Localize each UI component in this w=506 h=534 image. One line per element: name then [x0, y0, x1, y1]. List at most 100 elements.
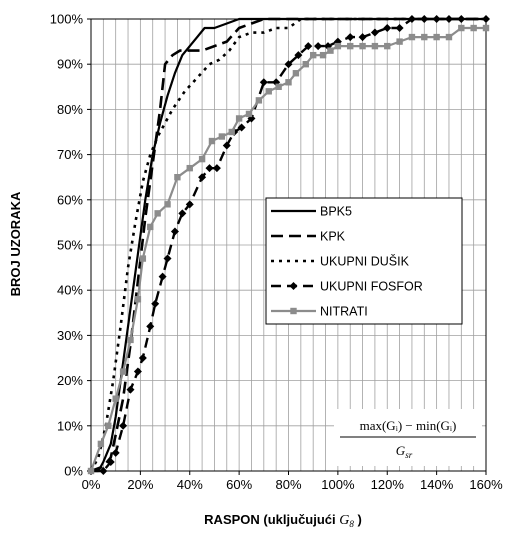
data-point [205, 164, 214, 173]
data-point [186, 164, 193, 172]
data-point [127, 336, 134, 344]
data-point [208, 137, 216, 145]
x-axis-ticks: 0% 20% 40% 60% 80% 100% 120% 140% 160% [82, 471, 503, 492]
data-point [164, 201, 171, 208]
data-point [470, 24, 477, 32]
data-point [420, 15, 429, 23]
data-point [112, 395, 119, 402]
data-point [265, 88, 272, 95]
data-point [371, 42, 379, 50]
y-axis-ticks: 0% 10% 20% 30% 40% 50% 60% 70% 80% 90% 100% [50, 12, 91, 479]
data-point [170, 227, 179, 236]
data-point [445, 33, 453, 41]
data-point [408, 33, 416, 41]
y-tick-label: 20% [57, 373, 83, 388]
data-point [119, 421, 128, 430]
data-point [334, 42, 342, 50]
data-point [309, 51, 317, 59]
data-point [87, 467, 95, 475]
data-point [259, 78, 268, 87]
x-tick-label: 60% [226, 477, 252, 492]
y-tick-label: 10% [57, 418, 83, 433]
data-point [458, 24, 465, 32]
data-point [482, 24, 490, 32]
data-point [285, 79, 292, 86]
data-point [292, 70, 300, 77]
data-point [126, 385, 135, 394]
series-ukupni-fosfor [87, 15, 490, 475]
x-tick-label: 40% [177, 477, 203, 492]
data-point [163, 254, 172, 263]
data-point [97, 440, 105, 448]
data-point [154, 210, 161, 217]
data-point [346, 33, 355, 42]
data-point [294, 51, 303, 60]
data-point [146, 322, 155, 331]
legend-item: UKUPNI DUŠIK [271, 254, 410, 269]
y-tick-label: 100% [50, 12, 84, 27]
legend-marker [290, 307, 297, 315]
legend: BPK5 KPK UKUPNI DUŠIK UKUPNI FOSFOR NITRATI [265, 197, 463, 325]
data-point [370, 28, 379, 37]
data-point [383, 24, 392, 33]
y-axis-title: BROJ UZORAKA [8, 191, 23, 296]
series-nitrati [87, 24, 490, 475]
data-point [147, 223, 154, 231]
y-tick-label: 70% [57, 147, 83, 162]
series-line [90, 17, 486, 473]
data-point [314, 42, 323, 51]
series-layer [87, 15, 490, 475]
data-point [99, 467, 108, 475]
data-point [185, 200, 194, 209]
series-bpk5 [91, 17, 486, 473]
legend-label: KPK [320, 230, 346, 244]
legend-box [265, 197, 463, 325]
data-point [106, 457, 115, 466]
x-tick-label: 80% [275, 477, 301, 492]
data-point [119, 368, 127, 375]
legend-item: KPK [271, 230, 346, 244]
x-tick-label: 140% [420, 477, 454, 492]
legend-entries: BPK5 KPK UKUPNI DUŠIK UKUPNI FOSFOR NITRATI [271, 205, 423, 319]
data-point [133, 367, 142, 376]
data-point [327, 47, 334, 54]
data-point [198, 173, 207, 182]
data-point [174, 174, 181, 181]
data-point [444, 15, 453, 23]
data-point [218, 133, 226, 140]
legend-label: UKUPNI FOSFOR [320, 280, 423, 294]
data-point [395, 24, 404, 33]
data-point [284, 60, 293, 69]
data-point [228, 128, 235, 136]
data-point [222, 141, 231, 150]
formula-denominator: Gsr [396, 443, 413, 460]
data-point [347, 42, 354, 50]
formula-annotation: max(Gᵢ) − min(Gᵢ) Gsr [334, 409, 482, 466]
data-point [111, 448, 120, 457]
data-point [151, 299, 160, 308]
data-point [421, 33, 428, 41]
legend-label: BPK5 [320, 205, 352, 219]
y-tick-label: 40% [57, 283, 83, 298]
data-point [319, 51, 327, 59]
data-point [158, 272, 167, 281]
data-point [482, 15, 490, 23]
x-tick-label: 160% [469, 477, 503, 492]
data-point [134, 296, 142, 303]
data-point [275, 83, 282, 90]
series-kpk [90, 17, 486, 473]
data-point [198, 155, 206, 163]
data-point [237, 123, 246, 132]
data-point [105, 422, 112, 429]
x-axis-title: RASPON (uključujući G8 ) [204, 512, 362, 529]
data-point [235, 115, 243, 122]
series-ukupni-dušik [89, 17, 486, 472]
legend-item: NITRATI [271, 305, 368, 319]
legend-label: UKUPNI DUŠIK [320, 254, 410, 269]
data-point [138, 354, 147, 362]
data-point [245, 110, 253, 118]
data-point [384, 42, 391, 50]
data-point [178, 209, 187, 218]
y-tick-label: 0% [64, 464, 83, 479]
